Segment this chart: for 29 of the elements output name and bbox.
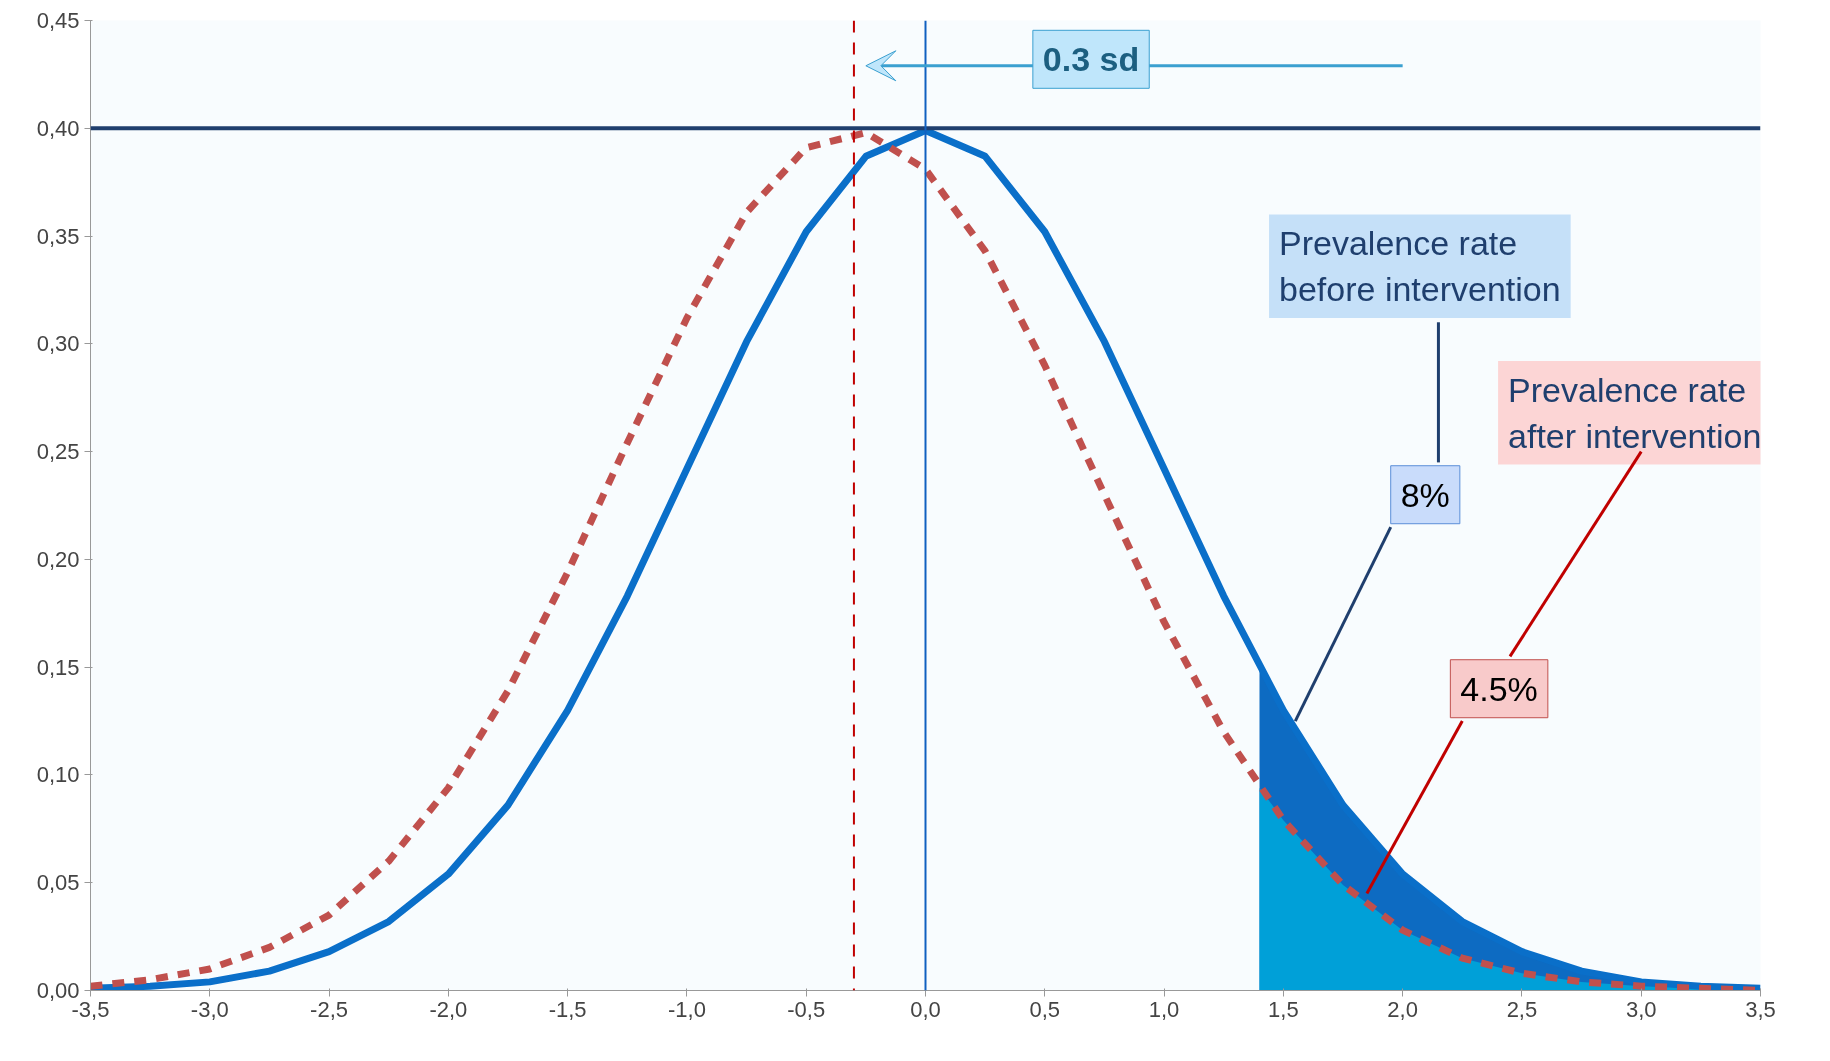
y-tick-label: 0,35 bbox=[36, 223, 80, 249]
x-tick-label: -1,0 bbox=[667, 996, 706, 1022]
x-tick-label: 3,5 bbox=[1745, 996, 1776, 1022]
y-tick-label: 0,15 bbox=[36, 654, 80, 680]
annotation: 8% bbox=[1400, 475, 1450, 514]
x-tick-label: 2,5 bbox=[1506, 996, 1538, 1022]
x-tick-label: -1,5 bbox=[548, 996, 587, 1022]
x-tick-label: -3,0 bbox=[190, 996, 229, 1022]
x-tick-label: 3,0 bbox=[1625, 996, 1657, 1022]
y-tick-label: 0,25 bbox=[36, 439, 80, 465]
annotation: 4.5% bbox=[1460, 669, 1538, 708]
annotation: 0.3 sd bbox=[1042, 40, 1140, 79]
y-tick-label: 0,20 bbox=[36, 546, 80, 572]
y-tick-label: 0,10 bbox=[36, 762, 80, 788]
x-tick-label: -0,5 bbox=[787, 996, 826, 1022]
x-tick-label: 0,0 bbox=[910, 996, 941, 1022]
y-tick-label: 0,40 bbox=[36, 115, 80, 141]
y-tick-label: 0,00 bbox=[36, 978, 80, 1003]
annotation: Prevalence rate before intervention bbox=[1279, 224, 1561, 309]
x-tick-label: 2,0 bbox=[1387, 996, 1418, 1022]
y-tick-label: 0,05 bbox=[36, 870, 80, 896]
x-tick-label: -2,5 bbox=[310, 996, 349, 1022]
x-tick-label: 0,5 bbox=[1029, 996, 1061, 1022]
annotation: Prevalence rate after intervention bbox=[1508, 371, 1762, 455]
y-tick-label: 0,30 bbox=[36, 331, 80, 357]
x-tick-label: 1,5 bbox=[1268, 996, 1299, 1022]
x-tick-label: 1,0 bbox=[1148, 996, 1180, 1022]
y-tick-label: 0,45 bbox=[36, 8, 80, 33]
x-tick-label: -2,0 bbox=[429, 996, 468, 1022]
